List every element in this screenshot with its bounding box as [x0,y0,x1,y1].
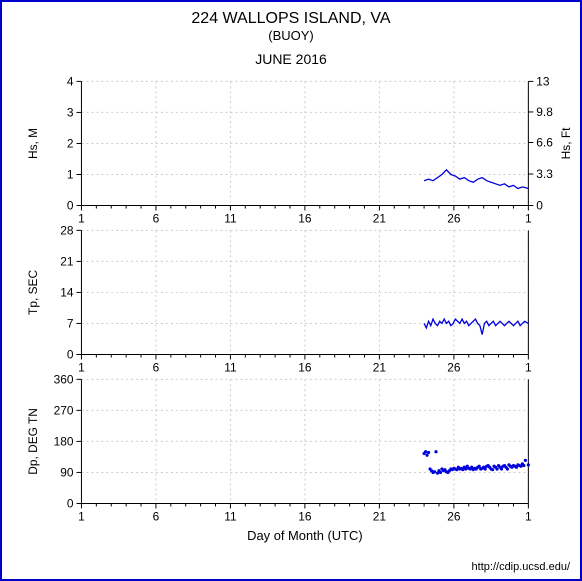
svg-text:14: 14 [60,285,74,299]
svg-text:21: 21 [373,509,387,523]
svg-text:9.8: 9.8 [536,105,553,119]
svg-text:1: 1 [525,360,532,374]
svg-text:7: 7 [67,316,74,330]
svg-text:4: 4 [67,74,74,88]
svg-text:1: 1 [525,211,532,225]
svg-text:6: 6 [153,360,160,374]
svg-text:Hs, Ft: Hs, Ft [559,127,573,159]
svg-text:360: 360 [54,372,74,386]
svg-text:16: 16 [298,360,312,374]
svg-text:16: 16 [298,509,312,523]
svg-text:1: 1 [525,509,532,523]
svg-text:1: 1 [78,509,85,523]
svg-text:28: 28 [60,223,74,237]
chart-container: 224 WALLOPS ISLAND, VA (BUOY) JUNE 2016 … [0,0,582,581]
svg-text:Dp, DEG TN: Dp, DEG TN [26,408,40,475]
svg-text:0: 0 [67,199,74,213]
credit-text: http://cdip.ucsd.edu/ [472,561,570,573]
svg-text:13: 13 [536,74,550,88]
svg-text:21: 21 [373,360,387,374]
svg-text:0: 0 [67,496,74,510]
svg-text:90: 90 [60,465,74,479]
svg-text:11: 11 [224,509,237,523]
svg-text:Day of Month (UTC): Day of Month (UTC) [247,528,362,543]
svg-text:16: 16 [298,211,312,225]
svg-text:26: 26 [447,211,461,225]
svg-text:6: 6 [153,211,160,225]
plot-svg: 161116212610123403.36.69.813Hs, FtHs, M1… [2,2,580,565]
svg-text:3.3: 3.3 [536,167,553,181]
svg-text:270: 270 [54,403,74,417]
svg-text:6.6: 6.6 [536,135,553,149]
svg-text:1: 1 [67,167,74,181]
svg-text:21: 21 [373,211,387,225]
svg-text:26: 26 [447,360,461,374]
svg-text:Hs, M: Hs, M [26,128,40,159]
svg-text:0: 0 [67,347,74,361]
svg-text:0: 0 [536,199,543,213]
svg-text:11: 11 [224,360,237,374]
svg-text:21: 21 [60,254,74,268]
svg-text:180: 180 [54,434,74,448]
svg-text:11: 11 [224,211,237,225]
svg-text:2: 2 [67,136,74,150]
svg-text:1: 1 [78,360,85,374]
svg-text:Tp, SEC: Tp, SEC [26,270,40,315]
svg-text:26: 26 [447,509,461,523]
svg-text:6: 6 [153,509,160,523]
svg-text:1: 1 [78,211,85,225]
svg-text:3: 3 [67,105,74,119]
